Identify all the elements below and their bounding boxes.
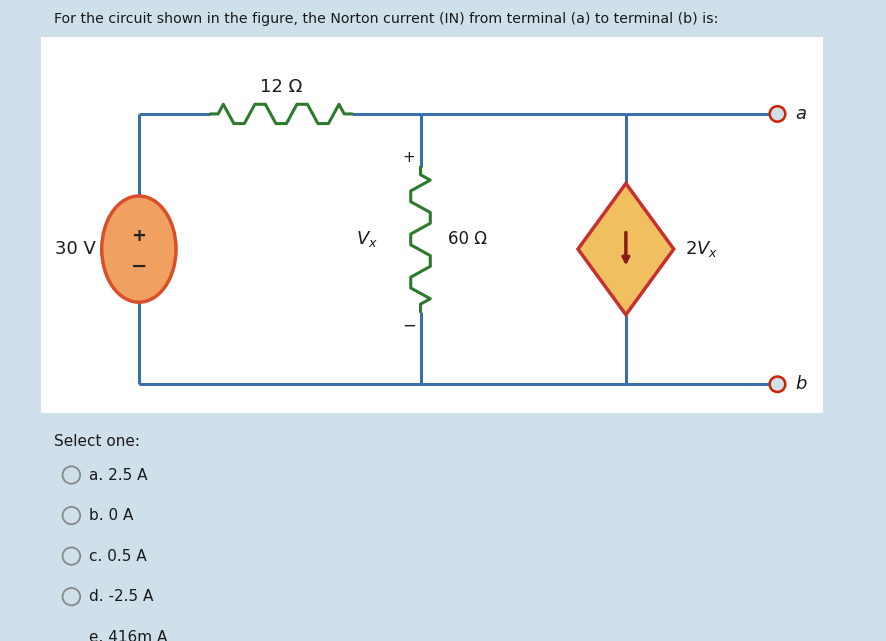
Circle shape	[63, 588, 80, 605]
Text: d. -2.5 A: d. -2.5 A	[89, 589, 153, 604]
Text: −: −	[401, 317, 416, 335]
Circle shape	[769, 106, 784, 122]
Text: +: +	[131, 226, 146, 245]
Circle shape	[63, 466, 80, 484]
Circle shape	[63, 629, 80, 641]
Text: 30 V: 30 V	[55, 240, 96, 258]
Text: 12 Ω: 12 Ω	[260, 78, 302, 96]
Text: $V_x$: $V_x$	[355, 229, 377, 249]
Text: $a$: $a$	[794, 105, 806, 123]
Ellipse shape	[102, 196, 175, 302]
Text: $2V_x$: $2V_x$	[685, 239, 718, 259]
Text: e. 416m A: e. 416m A	[89, 629, 167, 641]
Text: −: −	[130, 257, 147, 276]
Circle shape	[63, 507, 80, 524]
Circle shape	[63, 547, 80, 565]
Circle shape	[769, 376, 784, 392]
Text: Select one:: Select one:	[54, 435, 140, 449]
FancyBboxPatch shape	[41, 37, 822, 413]
Text: 60 Ω: 60 Ω	[447, 230, 486, 249]
Polygon shape	[578, 183, 673, 315]
Text: For the circuit shown in the figure, the Norton current (IN) from terminal (a) t: For the circuit shown in the figure, the…	[54, 12, 718, 26]
Text: a. 2.5 A: a. 2.5 A	[89, 467, 147, 483]
Text: b. 0 A: b. 0 A	[89, 508, 133, 523]
Text: c. 0.5 A: c. 0.5 A	[89, 549, 146, 563]
Text: +: +	[402, 150, 415, 165]
Text: $b$: $b$	[794, 375, 807, 394]
